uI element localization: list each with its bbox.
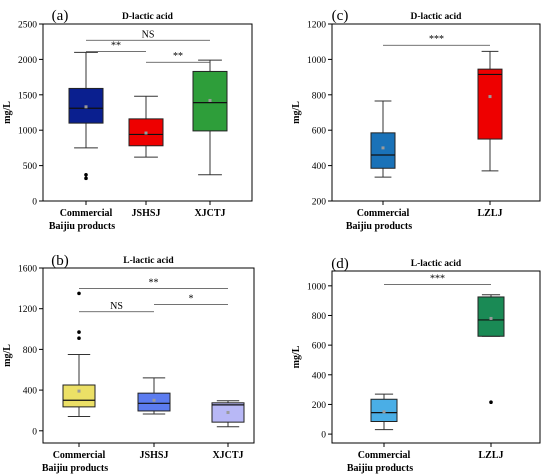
significance-label: NS bbox=[110, 301, 123, 312]
category-label: JSHSJ bbox=[140, 450, 169, 461]
category-sublabel: Baijiu products bbox=[42, 463, 108, 474]
category-label: Commercial bbox=[358, 450, 411, 461]
box-xjctj bbox=[192, 59, 228, 176]
y-tick-label: 1000 bbox=[18, 127, 37, 137]
chart-title: L-lactic acid bbox=[411, 259, 462, 269]
category-label: LZLJ bbox=[478, 450, 503, 461]
significance-label: NS bbox=[142, 29, 155, 40]
outlier-point bbox=[84, 173, 88, 177]
box-lzlj bbox=[477, 50, 503, 172]
y-tick-label: 600 bbox=[312, 342, 327, 352]
y-tick-label: 1000 bbox=[307, 56, 326, 66]
y-tick-label: 1200 bbox=[307, 21, 326, 31]
box-jshsj bbox=[128, 95, 164, 158]
panel-d: (d) L-lactic acid 0 200 400 600 800 1000 mg/L Com… bbox=[291, 256, 541, 474]
y-axis-label: mg/L bbox=[291, 345, 302, 368]
chart-title: L-lactic acid bbox=[123, 256, 174, 266]
category-sublabel: Baijiu products bbox=[49, 221, 115, 232]
outlier-point bbox=[489, 400, 493, 405]
outlier-point bbox=[84, 176, 88, 181]
box-iqr bbox=[477, 68, 503, 140]
plot-frame bbox=[331, 270, 541, 444]
category-sublabel: Baijiu products bbox=[347, 463, 413, 474]
y-tick-label: 1000 bbox=[307, 282, 326, 292]
outlier-point bbox=[77, 291, 81, 296]
y-tick-label: 500 bbox=[23, 162, 38, 172]
category-label: LZLJ bbox=[477, 208, 502, 219]
panel-c: (c) D-lactic acid 200 400 600 800 1000 1200 mg/L… bbox=[291, 8, 541, 232]
y-tick-label: 400 bbox=[312, 371, 327, 381]
box-iqr bbox=[137, 392, 171, 412]
mean-marker bbox=[84, 105, 88, 109]
y-tick-label: 2000 bbox=[18, 56, 37, 66]
y-tick-label: 800 bbox=[312, 312, 327, 322]
y-tick-label: 400 bbox=[23, 387, 38, 397]
box-iqr bbox=[370, 132, 396, 169]
significance-label: * bbox=[189, 294, 194, 305]
plot-frame bbox=[42, 23, 253, 202]
y-tick-label: 200 bbox=[312, 401, 327, 411]
y-tick-label: 600 bbox=[312, 127, 327, 137]
y-tick-label: 1200 bbox=[18, 305, 37, 315]
significance-label: ** bbox=[173, 51, 183, 62]
panel-label: (a) bbox=[52, 8, 69, 24]
box-jshsj bbox=[137, 377, 171, 415]
y-tick-label: 2500 bbox=[18, 21, 37, 31]
panel-b: (b) L-lactic acid 0 400 800 1200 1600 mg/L Comme… bbox=[2, 253, 255, 474]
mean-marker bbox=[152, 398, 156, 402]
category-label: Commercial bbox=[357, 208, 410, 219]
box-iqr bbox=[477, 296, 505, 337]
panel-label: (b) bbox=[51, 253, 69, 269]
significance-label: *** bbox=[430, 273, 445, 284]
panel-label: (d) bbox=[331, 256, 349, 272]
category-label: JSHSJ bbox=[132, 208, 161, 219]
y-tick-label: 400 bbox=[312, 162, 327, 172]
y-tick-label: 1600 bbox=[18, 265, 37, 275]
y-axis-label: mg/L bbox=[291, 101, 302, 124]
y-tick-label: 800 bbox=[23, 346, 38, 356]
box-xjctj bbox=[211, 400, 245, 428]
y-tick-label: 0 bbox=[32, 198, 37, 208]
box-commercial bbox=[68, 51, 104, 181]
y-tick-label: 0 bbox=[32, 427, 37, 437]
y-tick-label: 0 bbox=[321, 431, 326, 441]
chart-title: D-lactic acid bbox=[411, 12, 463, 22]
category-label: Commercial bbox=[53, 450, 106, 461]
mean-marker bbox=[77, 389, 81, 393]
significance-label: *** bbox=[429, 34, 444, 45]
outlier-point bbox=[77, 330, 81, 334]
mean-marker bbox=[488, 95, 492, 99]
category-label: XJCTJ bbox=[212, 450, 243, 461]
y-tick-label: 1500 bbox=[18, 91, 37, 101]
box-commercial bbox=[62, 291, 96, 418]
category-label: Commercial bbox=[60, 208, 113, 219]
mean-marker bbox=[208, 98, 212, 102]
panel-label: (c) bbox=[332, 8, 349, 24]
plot-frame bbox=[331, 23, 541, 202]
y-axis-label: mg/L bbox=[2, 344, 13, 367]
chart-title: D-lactic acid bbox=[122, 12, 174, 22]
mean-marker bbox=[144, 131, 148, 135]
y-tick-label: 800 bbox=[312, 91, 327, 101]
mean-marker bbox=[489, 316, 493, 320]
significance-label: ** bbox=[149, 277, 159, 288]
box-commercial bbox=[370, 393, 398, 431]
mean-marker bbox=[381, 146, 385, 150]
significance-label: ** bbox=[111, 41, 121, 52]
box-iqr bbox=[62, 384, 96, 408]
outlier-point bbox=[77, 336, 81, 341]
mean-marker bbox=[226, 410, 230, 414]
panel-a: (a) D-lactic acid 0 500 1000 1500 2000 2500 mg/L… bbox=[2, 8, 253, 232]
plot-frame bbox=[42, 267, 255, 444]
box-commercial bbox=[370, 100, 396, 178]
y-tick-label: 200 bbox=[312, 198, 327, 208]
box-lzlj bbox=[477, 294, 505, 405]
category-sublabel: Baijiu products bbox=[346, 221, 412, 232]
y-axis-label: mg/L bbox=[2, 101, 13, 124]
category-label: XJCTJ bbox=[194, 208, 225, 219]
mean-marker bbox=[382, 410, 386, 414]
